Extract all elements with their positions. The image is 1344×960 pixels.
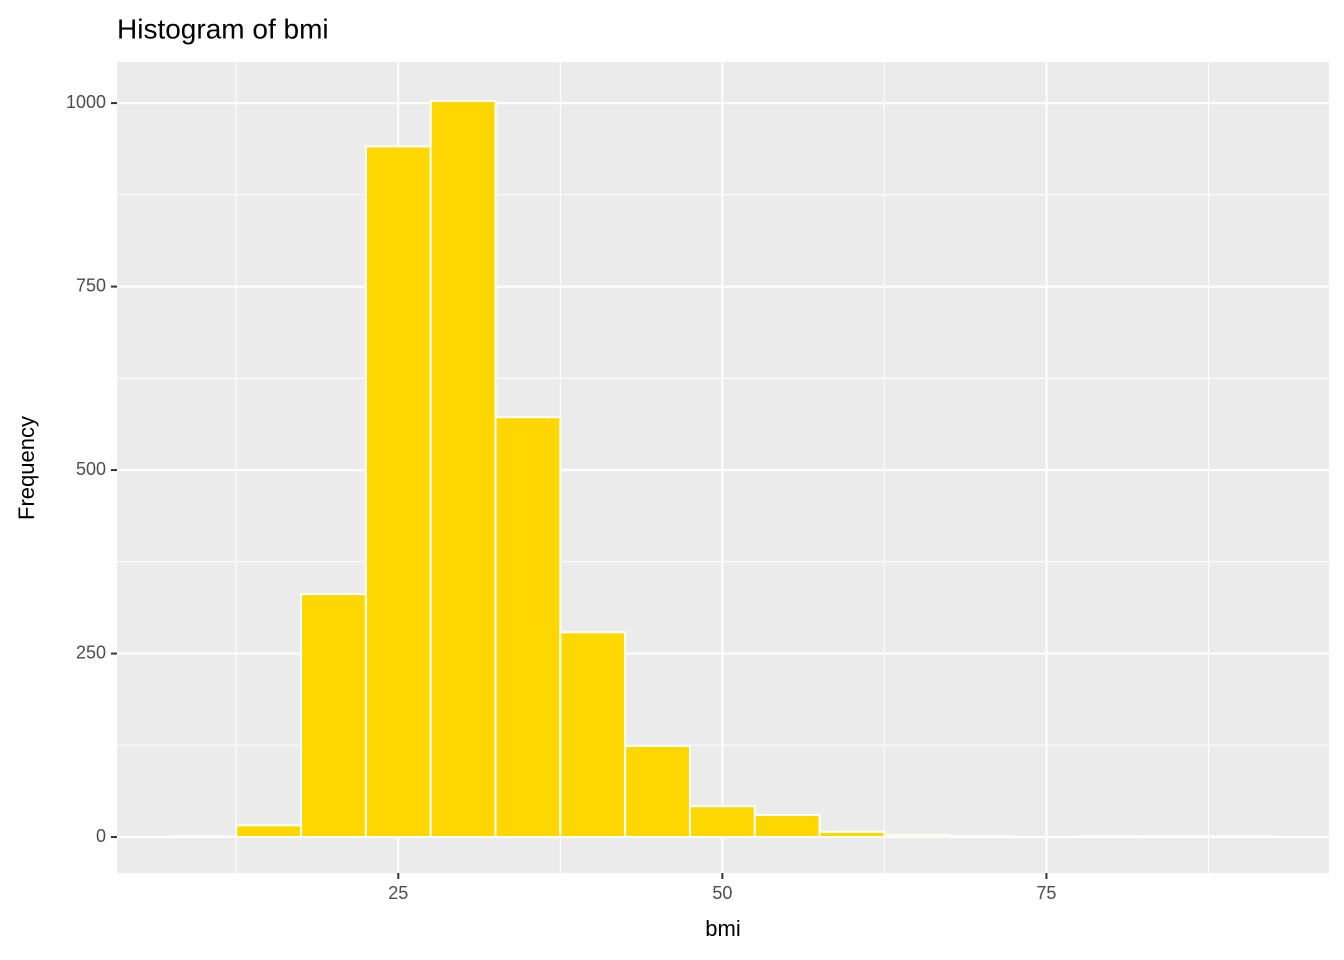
- bar: [170, 835, 238, 839]
- y-tick-label: 0: [96, 826, 106, 846]
- bar: [364, 145, 432, 839]
- bar: [494, 416, 562, 839]
- bar: [429, 99, 497, 839]
- bar: [1207, 835, 1275, 839]
- y-tick-label: 250: [76, 642, 106, 662]
- bar: [1142, 835, 1210, 839]
- x-axis-title: bmi: [705, 916, 740, 941]
- x-tick-label: 25: [388, 883, 408, 903]
- bar: [300, 593, 367, 839]
- y-tick-label: 500: [76, 459, 106, 479]
- bar: [559, 631, 627, 839]
- bar: [883, 833, 951, 839]
- bar: [753, 814, 821, 839]
- y-tick-label: 1000: [66, 92, 106, 112]
- bar: [1077, 835, 1145, 839]
- bar: [948, 835, 1016, 839]
- bar: [235, 824, 303, 839]
- bar: [818, 830, 886, 839]
- bar: [688, 805, 756, 839]
- chart-title: Histogram of bmi: [117, 13, 329, 44]
- y-tick-label: 750: [76, 275, 106, 295]
- bar: [624, 745, 691, 839]
- x-tick-label: 75: [1036, 883, 1056, 903]
- x-tick-label: 50: [712, 883, 732, 903]
- y-axis-title: Frequency: [14, 416, 39, 520]
